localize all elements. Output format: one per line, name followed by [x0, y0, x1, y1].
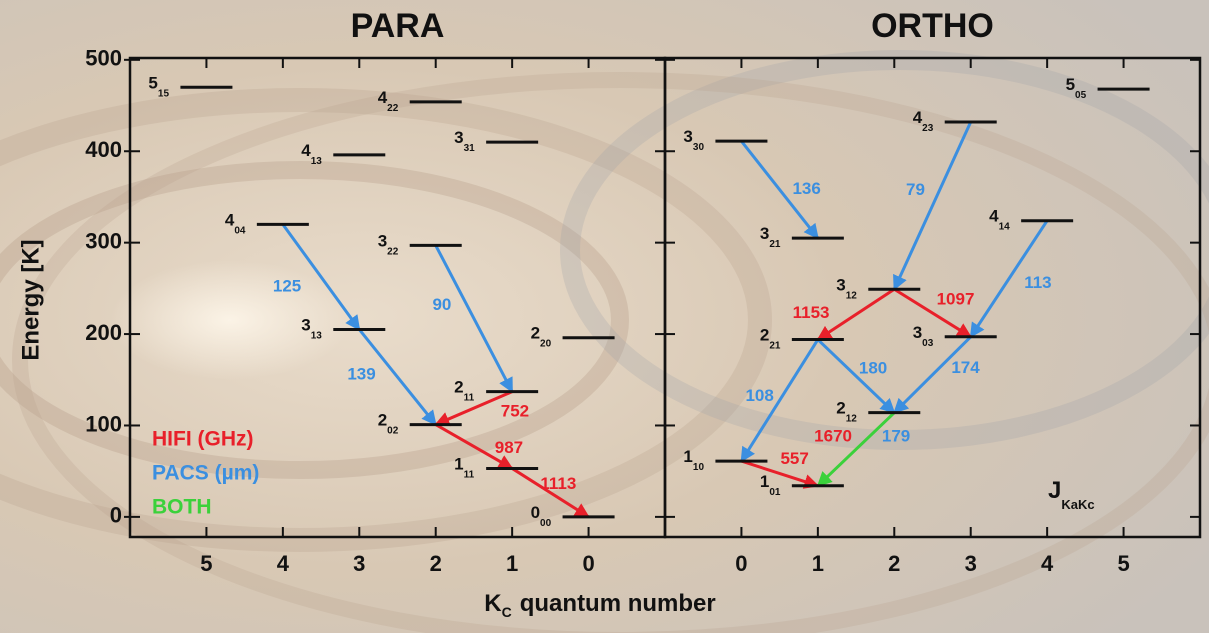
- background-glow: [110, 260, 350, 380]
- transition-label: 1113: [540, 474, 576, 493]
- level-label-main: 3: [683, 128, 692, 147]
- transition-label: 90: [432, 295, 451, 314]
- level-label-sub: 15: [158, 88, 170, 99]
- y-tick-label: 200: [85, 320, 122, 345]
- transition-label: 1153: [793, 303, 830, 322]
- x-tick-label: 4: [1041, 551, 1054, 576]
- level-label-sub: 13: [311, 156, 323, 167]
- annotation-sub: KaKc: [1061, 497, 1094, 512]
- transition-label: 987: [495, 438, 523, 457]
- x-tick-label: 1: [812, 551, 824, 576]
- level-label-sub: 14: [999, 221, 1011, 232]
- level-label-sub: 10: [693, 462, 705, 473]
- level-label-sub: 30: [693, 142, 705, 153]
- x-tick-label: 4: [277, 551, 290, 576]
- level-label-main: 2: [531, 324, 540, 343]
- transition-label: 139: [347, 365, 375, 384]
- level-label-main: 3: [301, 316, 310, 335]
- legend-entry: BOTH: [152, 496, 212, 519]
- transition-label: 113: [1024, 273, 1051, 292]
- x-axis-label-sub: C: [502, 604, 512, 620]
- level-label-sub: 04: [234, 225, 246, 236]
- level-label-sub: 05: [1075, 90, 1087, 101]
- level-label-sub: 22: [387, 103, 399, 114]
- x-tick-label: 5: [200, 551, 212, 576]
- level-label-sub: 21: [769, 239, 781, 250]
- x-tick-label: 0: [582, 551, 594, 576]
- level-label-main: 1: [683, 448, 692, 467]
- transition-label: 174: [951, 358, 980, 377]
- y-tick-label: 400: [85, 137, 122, 162]
- transition-label: 179: [882, 427, 910, 446]
- transition-label: 108: [745, 386, 773, 405]
- level-label-sub: 20: [540, 338, 552, 349]
- y-axis-label: Energy [K]: [17, 239, 44, 360]
- x-tick-label: 2: [888, 551, 900, 576]
- level-label-sub: 13: [311, 330, 323, 341]
- level-label-sub: 11: [464, 392, 475, 403]
- legend-entry: PACS (µm): [152, 462, 259, 485]
- level-label-main: 1: [760, 472, 769, 491]
- legend-entry: HIFI (GHz): [152, 428, 253, 451]
- level-label-sub: 23: [922, 123, 934, 134]
- transition-label: 125: [273, 276, 301, 295]
- x-tick-label: 5: [1117, 551, 1129, 576]
- transition-label: 136: [792, 179, 820, 198]
- level-label-sub: 31: [464, 143, 476, 154]
- level-label-sub: 11: [464, 469, 475, 480]
- y-tick-label: 500: [85, 46, 122, 71]
- chart: 0100200300400500Energy [K]KCquantum numb…: [0, 0, 1209, 633]
- x-tick-label: 0: [735, 551, 747, 576]
- level-label-sub: 03: [922, 337, 934, 348]
- x-tick-label: 3: [965, 551, 977, 576]
- level-label-main: 3: [454, 129, 463, 148]
- y-tick-label: 100: [85, 411, 122, 436]
- level-label-main: 5: [148, 74, 157, 93]
- transition-label: 1097: [937, 290, 975, 309]
- y-tick-label: 0: [110, 503, 122, 528]
- transition-label: 79: [906, 180, 925, 199]
- transition-label: 1670: [814, 427, 852, 446]
- level-label-main: 2: [836, 399, 845, 418]
- x-tick-label: 2: [430, 551, 442, 576]
- transition-label: 557: [780, 449, 808, 468]
- level-label-main: 2: [760, 326, 769, 345]
- level-label-main: 0: [531, 503, 540, 522]
- level-label-main: 3: [760, 225, 769, 244]
- y-tick-label: 300: [85, 228, 122, 253]
- level-label-sub: 00: [540, 518, 552, 529]
- annotation-main: J: [1048, 477, 1061, 504]
- level-label-main: 3: [378, 232, 387, 251]
- transition-label: 752: [501, 402, 529, 421]
- level-label-main: 1: [454, 455, 463, 474]
- level-label-sub: 12: [846, 413, 858, 424]
- level-label-main: 5: [1066, 76, 1075, 95]
- level-label-sub: 21: [769, 340, 781, 351]
- level-label-main: 3: [836, 276, 845, 295]
- transition-label: 180: [859, 359, 887, 378]
- page: 0100200300400500Energy [K]KCquantum numb…: [0, 0, 1209, 638]
- x-tick-label: 3: [353, 551, 365, 576]
- panel-title: ORTHO: [871, 7, 994, 45]
- level-label-sub: 12: [846, 290, 858, 301]
- x-tick-label: 1: [506, 551, 518, 576]
- level-label-main: 2: [454, 378, 463, 397]
- x-axis-label-main: K: [484, 590, 502, 617]
- level-label-sub: 22: [387, 246, 399, 257]
- level-label-sub: 02: [387, 425, 399, 436]
- level-label-main: 2: [378, 411, 387, 430]
- panel-title: PARA: [351, 7, 445, 45]
- x-axis-label-rest: quantum number: [520, 590, 716, 617]
- level-label-main: 3: [913, 323, 922, 342]
- level-label-sub: 01: [769, 486, 781, 497]
